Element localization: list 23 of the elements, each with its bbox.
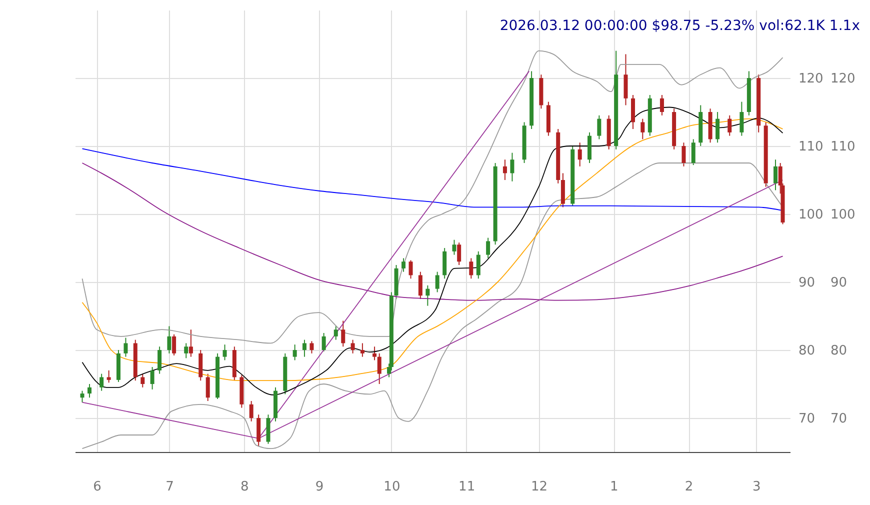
- y2-tick-label: 90: [830, 276, 848, 290]
- x-tick-label: 9: [315, 480, 324, 494]
- y2-tick-label: 100: [830, 208, 856, 222]
- text: 2026.03.12 00:00:00 $98.75 -5.23% vol:62.1K 1.1x: [500, 18, 860, 34]
- y2-tick-label: 110: [830, 140, 856, 154]
- x-tick-label: 6: [93, 480, 102, 494]
- y-tick-label: 100: [798, 208, 824, 222]
- y-tick-label: 70: [798, 412, 816, 426]
- y-tick-label: 90: [798, 276, 816, 290]
- y2-tick-label: 120: [830, 72, 856, 86]
- x-tick-label: 11: [458, 480, 476, 494]
- y-tick-label: 80: [798, 344, 816, 358]
- y-tick-label: 110: [798, 140, 824, 154]
- x-tick-label: 10: [384, 480, 400, 494]
- x-tick-label: 12: [531, 480, 548, 494]
- y2-tick-label: 70: [830, 412, 848, 426]
- x-tick-label: 2: [684, 480, 694, 494]
- x-tick-label: 8: [240, 480, 249, 494]
- y-tick-label: 120: [798, 72, 824, 86]
- x-tick-label: 1: [610, 480, 618, 494]
- x-tick-label: 7: [166, 480, 174, 494]
- x-tick-label: 3: [752, 480, 761, 494]
- y2-tick-label: 80: [830, 344, 848, 358]
